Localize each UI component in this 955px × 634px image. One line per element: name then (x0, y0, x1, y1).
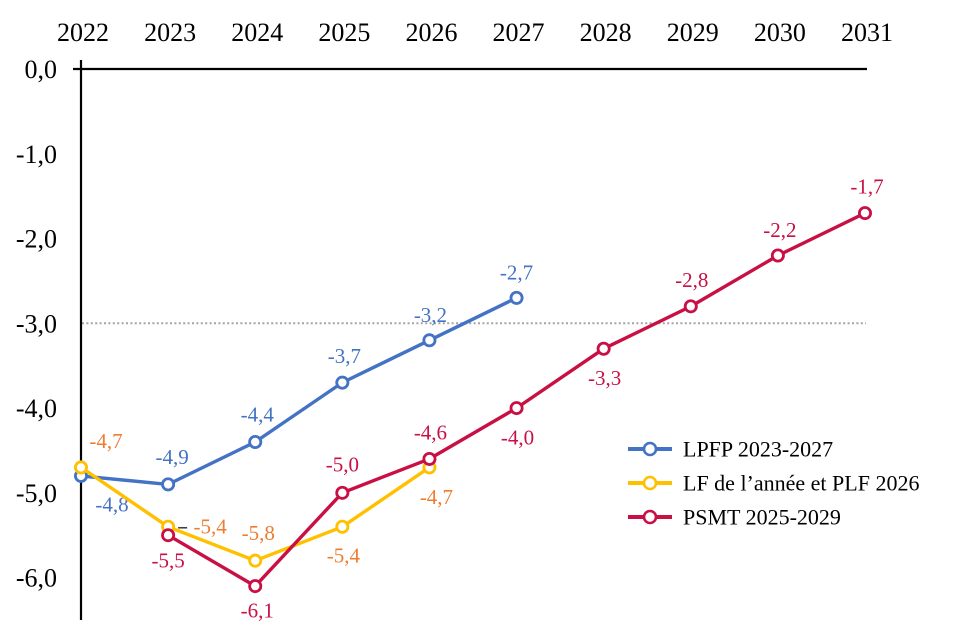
data-point-label: -4,7 (89, 429, 122, 453)
data-point-label: -4,0 (501, 426, 534, 450)
legend-label: LF de l’année et PLF 2026 (683, 471, 919, 496)
y-tick-label: -3,0 (16, 309, 57, 338)
data-point-marker (248, 434, 263, 449)
y-tick-label: -6,0 (16, 564, 57, 593)
x-tick-label-2024: 2024 (231, 18, 283, 47)
series-group-2: -4,7 -5,4 -5,8 -5,4 -4,7 (74, 429, 453, 568)
data-point-label: -6,1 (241, 599, 274, 623)
data-point-marker (422, 451, 437, 466)
legend-item-2: LF de l’année et PLF 2026 (628, 471, 919, 496)
data-point-label: -3,2 (414, 303, 447, 327)
data-point-label: -5,8 (242, 521, 275, 545)
series-group-3: -5,5 -6,1 -5,0 -4,6 -4,0 -3,3 -2,8 -2,2 -1,7 (151, 175, 883, 623)
x-tick-label-2027: 2027 (493, 18, 545, 47)
data-point-label: -3,3 (588, 366, 621, 390)
data-point-label: -2,7 (500, 260, 533, 284)
data-point-label: -2,8 (675, 268, 708, 292)
y-tick-label: -2,0 (16, 225, 57, 254)
data-point-marker (422, 333, 437, 348)
data-point-marker (248, 579, 263, 594)
legend-marker-circle (642, 475, 658, 491)
data-point-marker (248, 553, 263, 568)
y-tick-label: -1,0 (16, 140, 57, 169)
data-point-label: -5,5 (151, 549, 184, 573)
data-point-label: -3,7 (328, 344, 361, 368)
x-tick-label-2031: 2031 (841, 18, 893, 47)
data-point-marker (509, 401, 524, 416)
x-tick-label-2028: 2028 (580, 18, 632, 47)
data-point-label: -2,2 (763, 218, 796, 242)
data-point-label: -5,4 (327, 543, 361, 567)
legend-label: LPFP 2023-2027 (683, 437, 833, 462)
data-point-marker (335, 485, 350, 500)
data-point-marker (770, 248, 785, 263)
x-tick-label-2029: 2029 (667, 18, 719, 47)
data-point-marker (857, 206, 872, 221)
y-tick-label: -5,0 (16, 479, 57, 508)
legend-item-1: LPFP 2023-2027 (628, 437, 833, 462)
data-point-marker (335, 519, 350, 534)
y-tick-label: 0,0 (25, 55, 58, 84)
y-tick-label: -4,0 (16, 394, 57, 423)
data-point-marker (161, 528, 176, 543)
data-point-marker (596, 341, 611, 356)
data-point-marker (74, 460, 89, 475)
legend: LPFP 2023-2027 LF de l’année et PLF 2026 P… (628, 437, 919, 530)
legend-item-3: PSMT 2025-2029 (628, 505, 841, 530)
data-point-marker (161, 477, 176, 492)
x-tick-label-2022: 2022 (57, 18, 109, 47)
x-tick-label-2023: 2023 (144, 18, 196, 47)
x-tick-label-2030: 2030 (754, 18, 806, 47)
data-point-marker (509, 290, 524, 305)
data-point-label: -1,7 (850, 175, 883, 199)
x-tick-label-2025: 2025 (318, 18, 370, 47)
series-group-1: -4,8-4,9-4,4-3,7-3,2-2,7 (74, 260, 533, 516)
data-point-label: -4,4 (241, 402, 275, 426)
data-point-marker (335, 375, 350, 390)
x-tick-label-2026: 2026 (405, 18, 457, 47)
data-point-label: -5,0 (326, 452, 359, 476)
series-line (79, 296, 519, 487)
legend-label: PSMT 2025-2029 (683, 505, 841, 530)
data-point-label: -5,4 (193, 514, 227, 538)
data-point-label: -4,6 (414, 420, 447, 444)
data-point-label: -4,7 (420, 485, 453, 509)
data-point-label: -4,9 (155, 445, 188, 469)
legend-marker-circle (642, 509, 658, 525)
data-point-marker (683, 299, 698, 314)
legend-marker-circle (642, 441, 658, 457)
